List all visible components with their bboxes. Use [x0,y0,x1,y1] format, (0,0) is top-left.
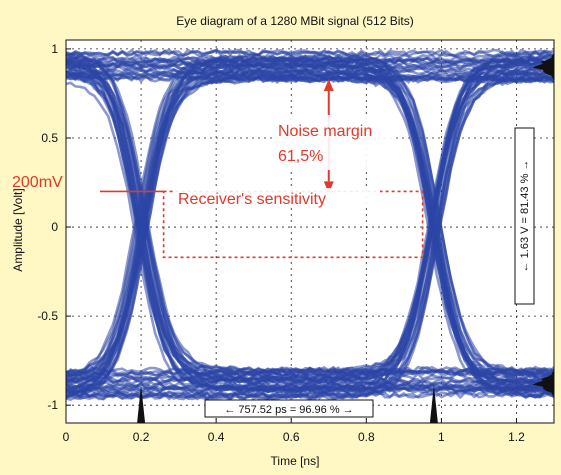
noise-margin-value: 61,5% [278,148,323,165]
noise-margin-arrow-up [323,78,334,91]
eye-trace [66,55,554,380]
x-tick-label-4: 0.8 [358,430,375,444]
eye-trace [66,76,554,401]
level-histogram-0 [532,51,554,82]
eye-trace [66,49,554,58]
annotations: Noise margin 61,5% Receiver's sensitivity 2… [12,51,554,423]
y-tick-label-2: 0 [51,220,58,234]
sensitivity-level-label: 200mV [12,174,63,191]
eye-trace [66,73,554,83]
y-tick-label-0: 1 [51,42,58,56]
crossing-marker-0 [137,385,146,423]
y-tick-label-3: -0.5 [37,309,58,323]
noise-margin-label-bg [276,115,394,170]
eye-trace [66,56,554,65]
x-tick-label-0: 0 [63,430,70,444]
horizontal-opening-box [204,399,374,418]
vertical-opening-box [514,127,535,305]
receiver-sensitivity-label-bg [175,188,380,208]
y-axis-label: Amplitude [Volt] [11,188,25,271]
eye-trace [66,72,554,398]
level-histogram-1 [532,368,554,399]
x-axis-label: Time [ns] [271,454,320,468]
noise-margin-arrow-down [323,181,334,194]
eye-trace [66,54,554,380]
plot-frame [65,39,555,424]
chart-title: Eye diagram of a 1280 MBit signal (512 B… [176,14,413,28]
axes: 0 0.2 0.4 0.6 0.8 1 1.2 1 0.5 0 -0.5 -1 [37,39,555,444]
x-tick-label-2: 0.4 [208,430,225,444]
x-tick-label-1: 0.2 [133,430,150,444]
eye-trace [66,376,554,385]
x-tick-label-6: 1.2 [508,430,525,444]
x-tick-label-5: 1 [438,430,445,444]
noise-margin-label: Noise margin [278,123,372,140]
eye-trace [66,70,554,395]
eye-traces [66,48,554,401]
horizontal-opening-label: ← 757.52 ps = 96.96 % → [224,404,353,416]
y-tick-label-1: 0.5 [41,131,58,145]
receiver-sensitivity-label: Receiver's sensitivity [178,191,326,208]
crossing-marker-1 [429,385,438,423]
y-tick-label-4: -1 [47,398,58,412]
trace-group [66,48,554,401]
vertical-opening-label: ← 1.63 V = 81.43 % → [519,160,531,273]
x-tick-label-3: 0.6 [283,430,300,444]
